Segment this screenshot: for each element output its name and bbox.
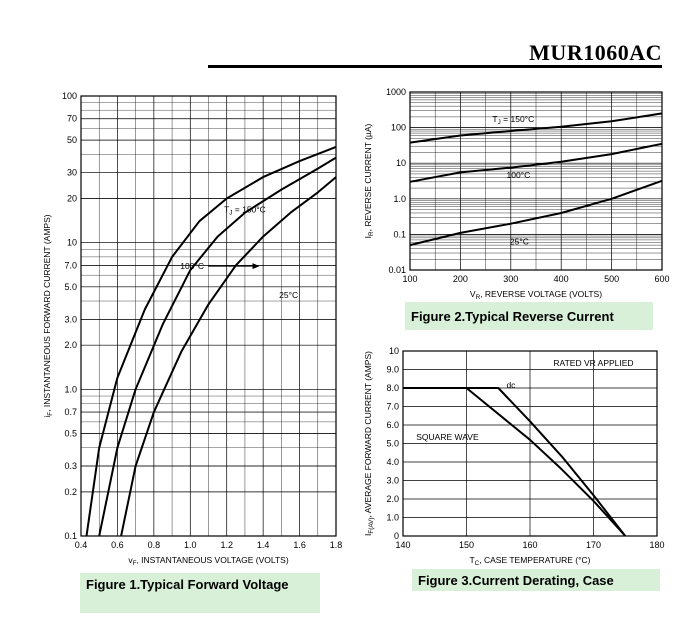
y-tick-label: 9.0 — [386, 365, 399, 375]
y-tick-label: 1.0 — [386, 513, 399, 523]
x-tick-label: 200 — [453, 274, 468, 284]
y-axis-title: IR, REVERSE CURRENT (µA) — [363, 123, 375, 238]
y-tick-label: 100 — [62, 91, 77, 101]
y-tick-label: 5.0 — [386, 439, 399, 449]
x-tick-label: 400 — [554, 274, 569, 284]
y-tick-label: 10 — [396, 158, 406, 168]
y-tick-label: 0 — [394, 531, 399, 541]
plot-border — [402, 350, 658, 537]
y-tick-label: 8.0 — [386, 383, 399, 393]
x-tick-label: 100 — [402, 274, 417, 284]
x-tick-label: 300 — [503, 274, 518, 284]
series-line — [465, 387, 627, 537]
y-tick-label: 1.0 — [393, 194, 406, 204]
y-tick-label: 5.0 — [64, 282, 77, 292]
series-line — [409, 179, 663, 247]
series-line — [409, 112, 663, 144]
y-tick-label: 70 — [67, 114, 77, 124]
y-tick-label: 0.3 — [64, 461, 77, 471]
part-number: MUR1060AC — [529, 40, 662, 65]
x-tick-label: 500 — [604, 274, 619, 284]
y-tick-label: 0.7 — [64, 407, 77, 417]
curve-label: RATED VR APPLIED — [553, 358, 633, 368]
y-tick-label: 20 — [67, 194, 77, 204]
curve-label: 100°C — [506, 170, 530, 180]
figure-2-caption: Figure 2.Typical Reverse Current — [405, 302, 653, 330]
curve-label: dc — [506, 380, 516, 390]
y-tick-label: 10 — [389, 346, 399, 356]
header-rule — [208, 65, 662, 68]
x-tick-label: 0.4 — [75, 540, 88, 550]
x-tick-label: 1.0 — [184, 540, 197, 550]
y-tick-label: 1000 — [386, 87, 406, 97]
curve-label: TJ = 150°C — [492, 114, 534, 126]
y-tick-label: 0.2 — [64, 487, 77, 497]
y-tick-label: 0.01 — [388, 265, 406, 275]
series-line — [403, 387, 627, 537]
arrowhead — [252, 263, 260, 270]
x-axis-title: TC, CASE TEMPERATURE (°C) — [469, 555, 590, 567]
curve-label: 25°C — [510, 237, 529, 247]
y-tick-label: 4.0 — [386, 457, 399, 467]
curve-label: 25°C — [279, 290, 298, 300]
y-tick-label: 0.1 — [393, 229, 406, 239]
x-tick-label: 150 — [459, 540, 474, 550]
y-tick-label: 0.5 — [64, 428, 77, 438]
y-axis-title: IF(AV), AVERAGE FORWARD CURRENT (AMPS) — [363, 351, 375, 536]
curve-label: 100°C — [180, 261, 204, 271]
figure-3-caption: Figure 3.Current Derating, Case — [412, 569, 660, 591]
y-tick-label: 1.0 — [64, 384, 77, 394]
y-tick-label: 7.0 — [386, 402, 399, 412]
y-tick-label: 100 — [391, 123, 406, 133]
x-tick-label: 0.6 — [111, 540, 124, 550]
y-tick-label: 7.0 — [64, 260, 77, 270]
y-tick-label: 3.0 — [64, 314, 77, 324]
y-tick-label: 10 — [67, 238, 77, 248]
x-tick-label: 180 — [649, 540, 664, 550]
series-line — [409, 142, 663, 183]
plot-border — [80, 95, 337, 537]
y-tick-label: 30 — [67, 168, 77, 178]
y-tick-label: 3.0 — [386, 476, 399, 486]
y-tick-label: 6.0 — [386, 420, 399, 430]
curve-label: TJ = 150°C — [224, 205, 266, 217]
series-line — [120, 176, 337, 537]
figure-1-caption: Figure 1.Typical Forward Voltage — [80, 573, 320, 613]
y-tick-label: 2.0 — [386, 494, 399, 504]
y-tick-label: 2.0 — [64, 340, 77, 350]
x-tick-label: 140 — [395, 540, 410, 550]
series-line — [85, 145, 337, 537]
x-tick-label: 0.8 — [148, 540, 161, 550]
x-axis-title: VR, REVERSE VOLTAGE (VOLTS) — [470, 289, 602, 301]
x-tick-label: 1.2 — [220, 540, 233, 550]
y-tick-label: 50 — [67, 135, 77, 145]
x-tick-label: 160 — [522, 540, 537, 550]
x-tick-label: 600 — [654, 274, 669, 284]
x-tick-label: 1.4 — [257, 540, 270, 550]
x-tick-label: 1.6 — [293, 540, 306, 550]
y-axis-title: iF, INSTANTANEOUS FORWARD CURRENT (AMPS) — [42, 214, 54, 417]
x-axis-title: vF, INSTANTANEOUS VOLTAGE (VOLTS) — [128, 555, 289, 567]
x-tick-label: 1.8 — [330, 540, 343, 550]
x-tick-label: 170 — [586, 540, 601, 550]
series-line — [98, 156, 337, 537]
y-tick-label: 0.1 — [64, 531, 77, 541]
curve-label: SQUARE WAVE — [416, 432, 479, 442]
